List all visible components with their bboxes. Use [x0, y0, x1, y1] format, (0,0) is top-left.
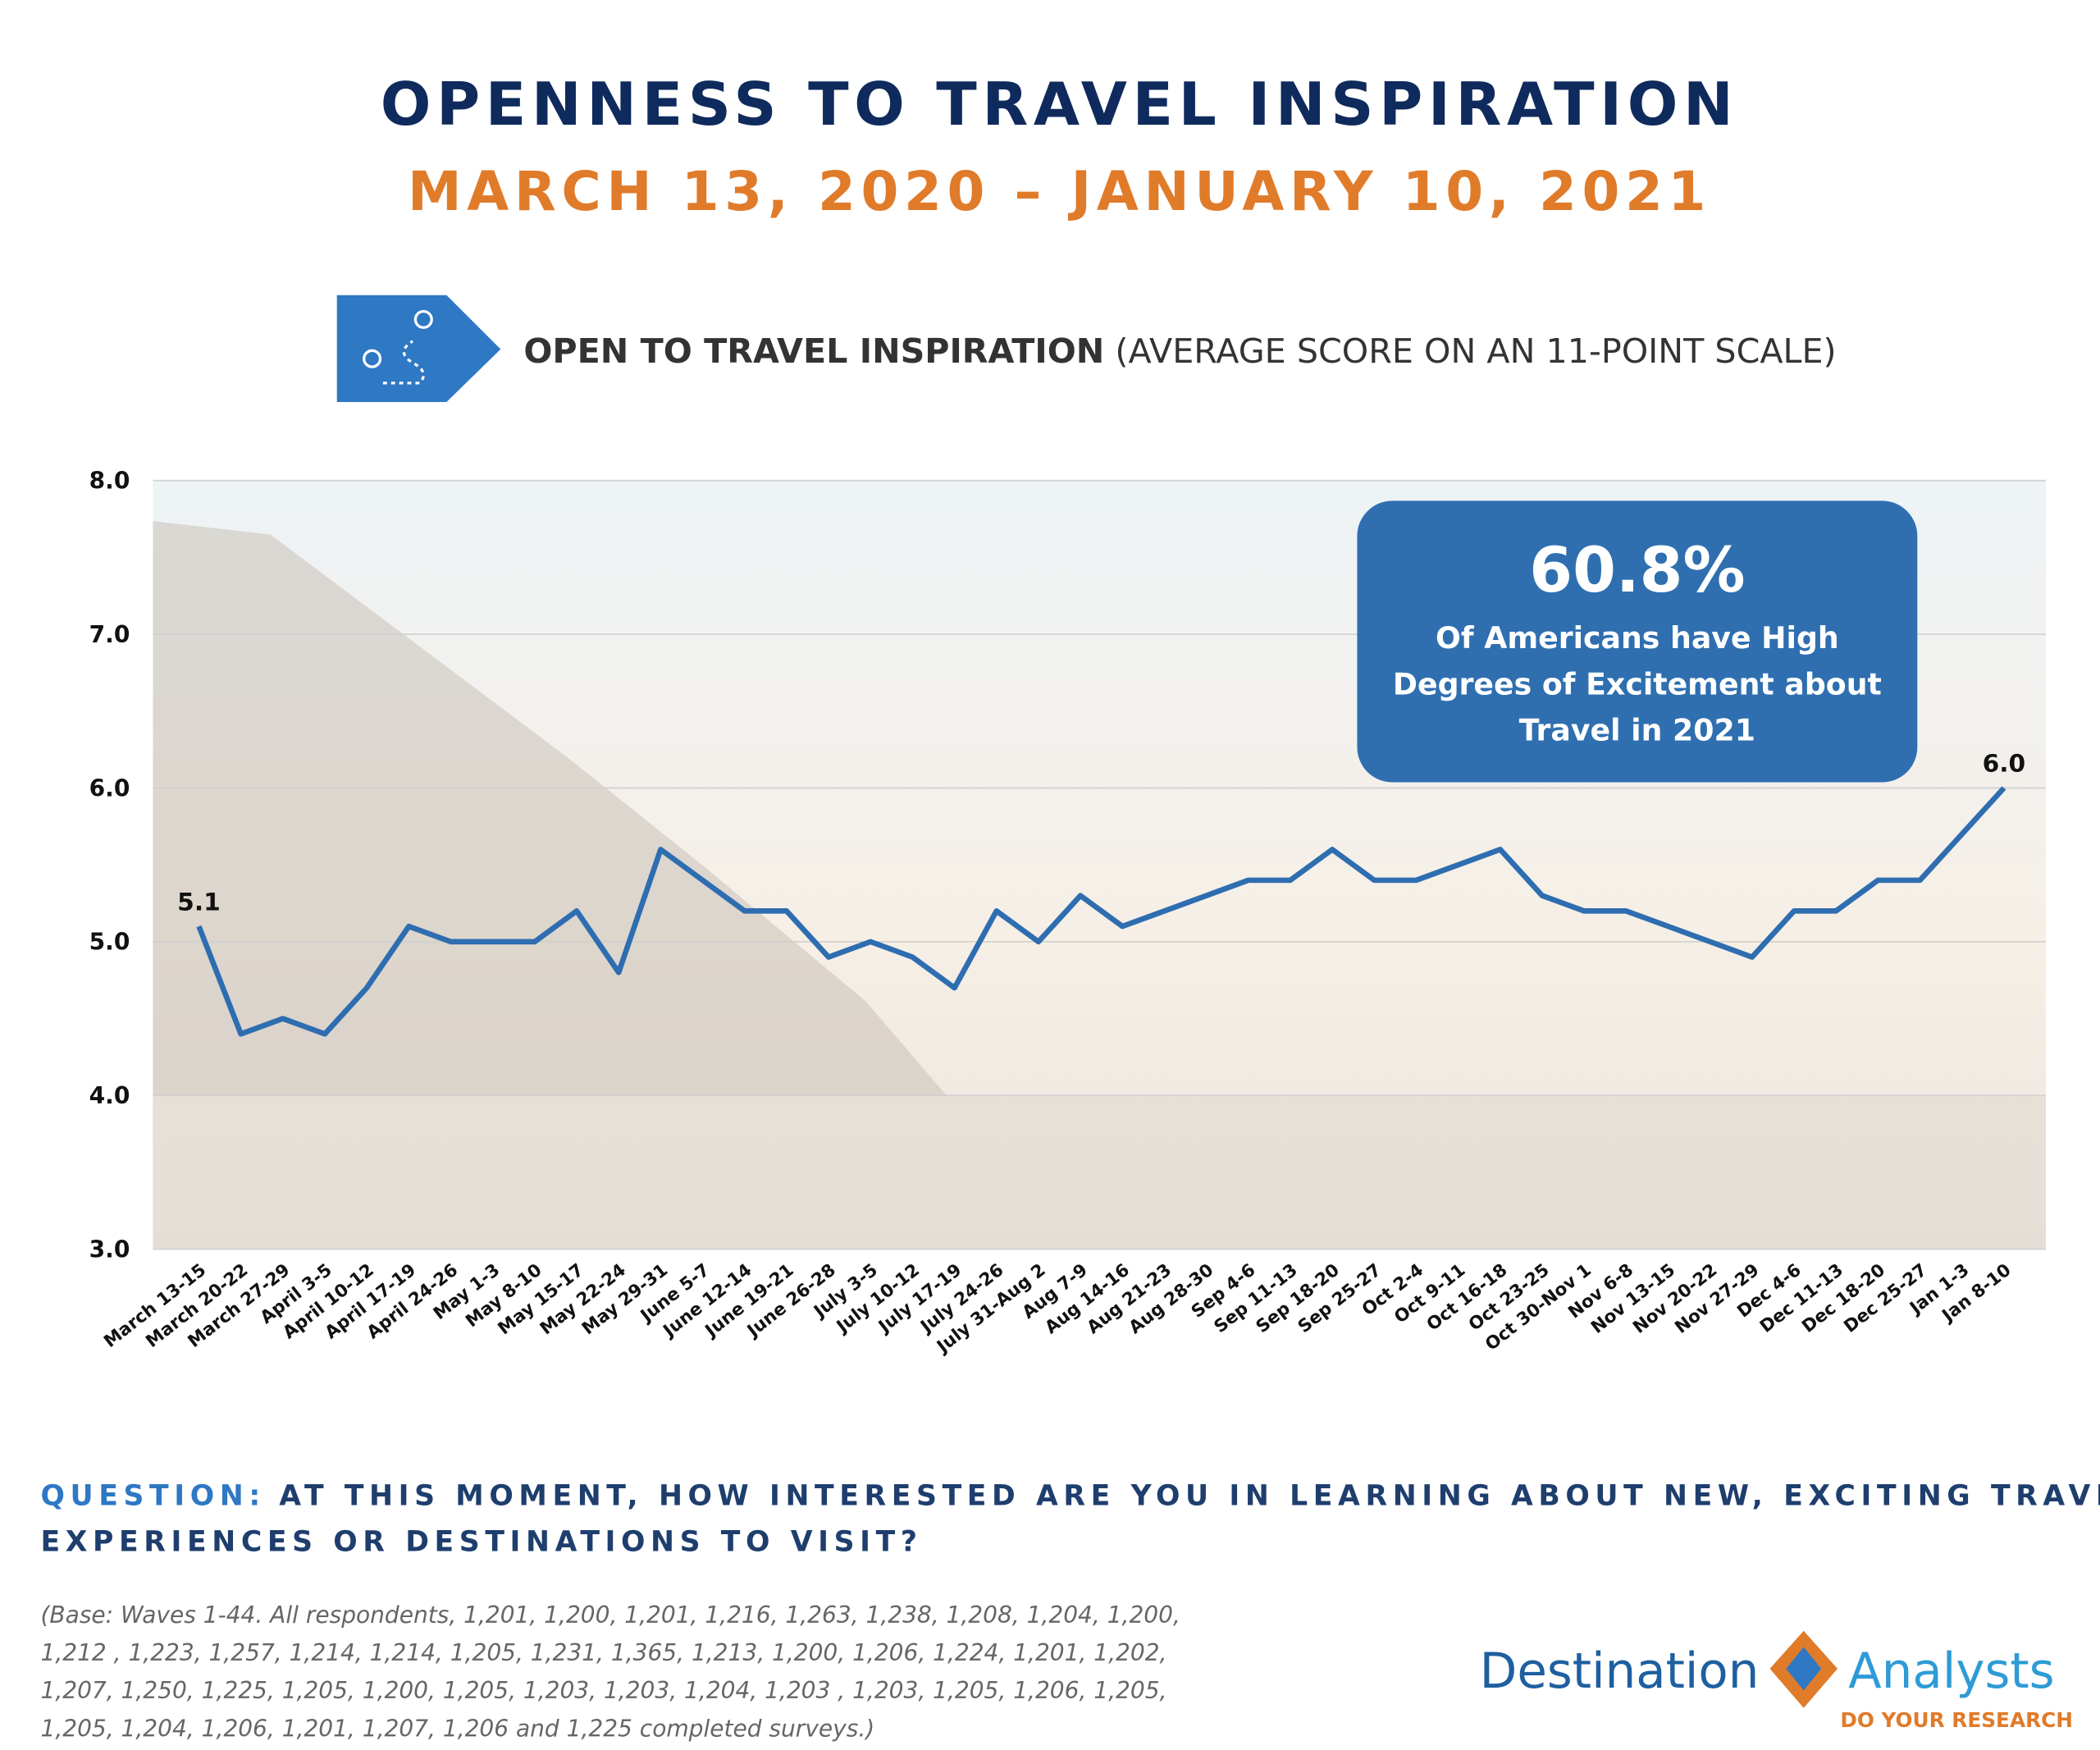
question-text: AT THIS MOMENT, HOW INTERESTED ARE YOU I…: [279, 1479, 2100, 1512]
data-line: [196, 786, 2006, 1037]
callout-text: Travel in 2021: [1519, 712, 1755, 747]
y-tick-label: 6.0: [89, 774, 130, 802]
logo-tagline: DO YOUR RESEARCH: [1840, 1708, 2073, 1732]
logo-left: Destination: [1480, 1643, 1760, 1700]
icon-pin: [413, 309, 433, 329]
footnote: 1,207, 1,250, 1,225, 1,205, 1,200, 1,205…: [40, 1677, 1166, 1704]
legend: OPEN TO TRAVEL INSPIRATION (AVERAGE SCORE…: [523, 331, 1836, 371]
footnote: 1,205, 1,204, 1,206, 1,201, 1,207, 1,206…: [40, 1715, 874, 1742]
y-tick-label: 4.0: [89, 1082, 130, 1109]
y-tick-label: 5.0: [89, 929, 130, 956]
y-tick-label: 3.0: [89, 1236, 130, 1263]
footnote: 1,212 , 1,223, 1,257, 1,214, 1,214, 1,20…: [40, 1639, 1166, 1666]
y-tick-label: 7.0: [89, 621, 130, 648]
logo-right: Analysts: [1848, 1643, 2054, 1700]
icon-route: [382, 340, 425, 385]
background-cliff: [153, 521, 947, 1097]
value-label: 5.1: [177, 888, 221, 916]
callout-text: Of Americans have High: [1436, 620, 1839, 656]
legend-title: OPEN TO TRAVEL INSPIRATION: [523, 331, 1104, 371]
icon-pin: [363, 349, 382, 368]
question-label: QUESTION:: [40, 1479, 265, 1512]
title: OPENNESS TO TRAVEL INSPIRATION: [381, 71, 1739, 139]
footnote: (Base: Waves 1-44. All respondents, 1,20…: [40, 1602, 1180, 1629]
callout-box: [1357, 500, 1918, 783]
subtitle: MARCH 13, 2020 – JANUARY 10, 2021: [408, 160, 1711, 223]
logo-mark: [1786, 1647, 1822, 1691]
callout-text: Degrees of Excitement about: [1393, 666, 1882, 701]
legend-note: (AVERAGE SCORE ON AN 11-POINT SCALE): [1115, 331, 1836, 371]
callout-headline: 60.8%: [1529, 534, 1745, 606]
legend-icon: [336, 295, 501, 403]
y-tick-label: 8.0: [89, 468, 130, 495]
question-text: EXPERIENCES OR DESTINATIONS TO VISIT?: [40, 1525, 922, 1558]
background-beach: [153, 1096, 2047, 1250]
value-label: 6.0: [1983, 750, 2026, 779]
question: QUESTION: AT THIS MOMENT, HOW INTERESTED …: [40, 1479, 2100, 1512]
